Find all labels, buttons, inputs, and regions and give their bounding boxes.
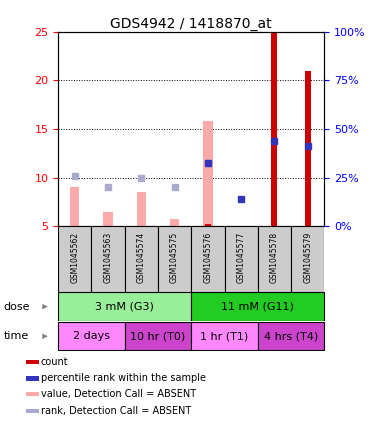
Text: GSM1045575: GSM1045575	[170, 232, 179, 283]
Bar	[136, 192, 146, 226]
Bar	[291, 226, 324, 292]
Bar	[191, 226, 225, 292]
Text: 10 hr (T0): 10 hr (T0)	[130, 331, 186, 341]
Bar	[158, 226, 191, 292]
Text: GSM1045578: GSM1045578	[270, 232, 279, 283]
Bar	[272, 32, 278, 226]
Text: percentile rank within the sample: percentile rank within the sample	[41, 374, 206, 383]
Text: 3 mM (G3): 3 mM (G3)	[95, 302, 154, 312]
Bar	[203, 121, 213, 226]
Bar	[170, 219, 179, 226]
Text: count: count	[41, 357, 69, 367]
Text: GSM1045574: GSM1045574	[137, 232, 146, 283]
Text: GSM1045562: GSM1045562	[70, 232, 79, 283]
Bar	[191, 292, 324, 321]
Bar	[305, 71, 311, 226]
Title: GDS4942 / 1418870_at: GDS4942 / 1418870_at	[110, 16, 272, 31]
Text: rank, Detection Call = ABSENT: rank, Detection Call = ABSENT	[41, 406, 191, 416]
Bar	[26, 376, 39, 381]
Text: GSM1045577: GSM1045577	[237, 232, 246, 283]
Text: value, Detection Call = ABSENT: value, Detection Call = ABSENT	[41, 389, 196, 399]
Text: GSM1045579: GSM1045579	[303, 232, 312, 283]
Text: 11 mM (G11): 11 mM (G11)	[221, 302, 294, 312]
Text: dose: dose	[4, 302, 30, 312]
Text: 2 days: 2 days	[73, 331, 110, 341]
Text: time: time	[4, 331, 29, 341]
Bar	[104, 212, 113, 226]
Bar	[124, 322, 191, 351]
Bar	[70, 187, 80, 226]
Bar	[92, 226, 124, 292]
Text: GSM1045576: GSM1045576	[203, 232, 212, 283]
Bar	[258, 322, 324, 351]
Bar	[26, 409, 39, 413]
Bar	[191, 322, 258, 351]
Bar	[258, 226, 291, 292]
Text: GSM1045563: GSM1045563	[104, 232, 112, 283]
Bar	[58, 292, 191, 321]
Bar	[225, 226, 258, 292]
Text: 1 hr (T1): 1 hr (T1)	[200, 331, 249, 341]
Bar	[26, 360, 39, 364]
Bar	[58, 226, 92, 292]
Bar	[124, 226, 158, 292]
Bar	[205, 224, 211, 226]
Bar	[26, 392, 39, 396]
Bar	[58, 322, 124, 351]
Text: 4 hrs (T4): 4 hrs (T4)	[264, 331, 318, 341]
